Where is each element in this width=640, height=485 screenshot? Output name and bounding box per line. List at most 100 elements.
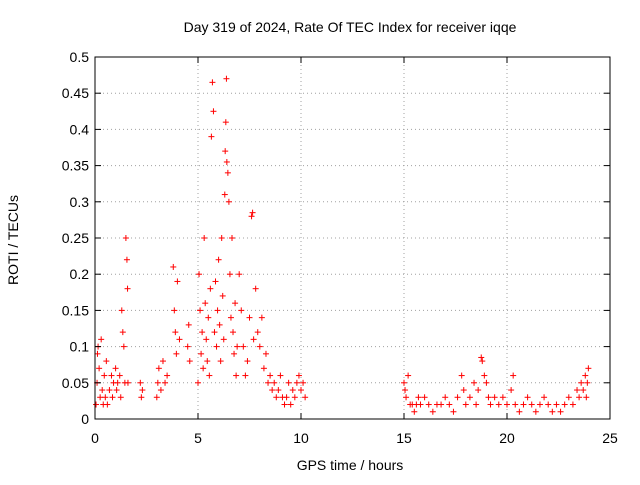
data-point <box>197 307 204 314</box>
data-point <box>101 372 108 379</box>
data-point <box>281 401 288 408</box>
data-point <box>112 365 119 372</box>
chart-title: Day 319 of 2024, Rate Of TEC Index for r… <box>184 19 517 35</box>
data-point <box>227 314 234 321</box>
data-point <box>512 401 519 408</box>
data-point <box>267 372 274 379</box>
data-point <box>429 408 436 415</box>
data-point <box>246 314 253 321</box>
data-point <box>213 343 220 350</box>
data-point <box>114 379 121 386</box>
data-point <box>173 350 180 357</box>
data-point <box>109 394 116 401</box>
data-point <box>487 401 494 408</box>
data-point <box>565 394 572 401</box>
y-tick-label: 0.15 <box>62 302 89 318</box>
data-point <box>584 379 591 386</box>
data-point <box>585 365 592 372</box>
data-point <box>454 394 461 401</box>
y-axis-label: ROTI / TECUs <box>5 195 21 285</box>
data-point <box>174 278 181 285</box>
y-tick-label: 0.3 <box>70 194 90 210</box>
data-point <box>230 329 237 336</box>
x-tick-label: 25 <box>602 430 618 446</box>
data-point <box>458 372 465 379</box>
data-point <box>117 394 124 401</box>
data-point <box>201 235 208 241</box>
data-point <box>120 343 127 350</box>
y-tick-label: 0.2 <box>70 266 90 282</box>
data-point <box>262 350 269 357</box>
data-point <box>553 401 560 408</box>
data-point <box>479 358 486 365</box>
data-point <box>415 394 422 401</box>
data-point <box>154 379 161 386</box>
data-point <box>481 372 488 379</box>
data-point <box>103 358 110 365</box>
data-point <box>504 401 510 408</box>
data-point <box>541 394 548 401</box>
data-point <box>417 401 424 408</box>
plot-frame <box>94 56 611 420</box>
data-point <box>113 387 120 394</box>
data-point <box>289 387 296 394</box>
data-point <box>569 401 576 408</box>
data-point <box>403 394 410 401</box>
data-point <box>208 133 215 140</box>
data-point <box>215 256 222 263</box>
data-point <box>232 300 239 307</box>
data-point <box>210 108 217 115</box>
data-point <box>298 387 304 394</box>
x-tick-label: 10 <box>293 430 309 446</box>
data-point <box>249 209 256 216</box>
x-tick-label: 0 <box>91 430 99 446</box>
data-point <box>164 372 171 379</box>
data-point <box>223 75 230 82</box>
data-point <box>275 387 282 394</box>
data-point <box>287 401 294 408</box>
data-point <box>216 321 223 328</box>
data-point <box>244 358 251 365</box>
x-tick-label: 15 <box>396 430 412 446</box>
data-point <box>491 394 498 401</box>
data-point <box>139 387 146 394</box>
data-point <box>118 307 125 314</box>
data-point <box>475 387 482 394</box>
data-point <box>203 336 210 343</box>
data-point <box>473 401 480 408</box>
data-point <box>536 401 543 408</box>
data-point <box>162 379 169 386</box>
data-point <box>411 408 418 415</box>
data-point <box>295 372 302 379</box>
data-point <box>466 394 473 401</box>
data-point <box>218 235 225 241</box>
data-point <box>137 379 144 386</box>
data-point <box>265 379 272 386</box>
data-point <box>528 401 535 408</box>
data-point <box>155 365 162 372</box>
data-point <box>217 358 224 365</box>
data-point <box>106 387 113 394</box>
data-point <box>442 394 449 401</box>
data-point <box>228 235 235 241</box>
data-point <box>153 394 160 401</box>
data-point <box>549 408 556 415</box>
data-point <box>123 256 130 263</box>
data-point <box>97 394 104 401</box>
data-point <box>98 336 105 343</box>
data-point <box>485 394 492 401</box>
grid <box>95 57 610 419</box>
data-point <box>446 401 453 408</box>
data-point <box>124 379 131 386</box>
data-point <box>462 401 469 408</box>
data-point <box>233 372 240 379</box>
data-point <box>124 285 131 292</box>
data-point <box>200 365 207 372</box>
data-point <box>483 379 490 386</box>
data-point <box>195 379 201 386</box>
data-point <box>283 394 290 401</box>
data-point <box>576 394 583 401</box>
data-point <box>250 336 257 343</box>
